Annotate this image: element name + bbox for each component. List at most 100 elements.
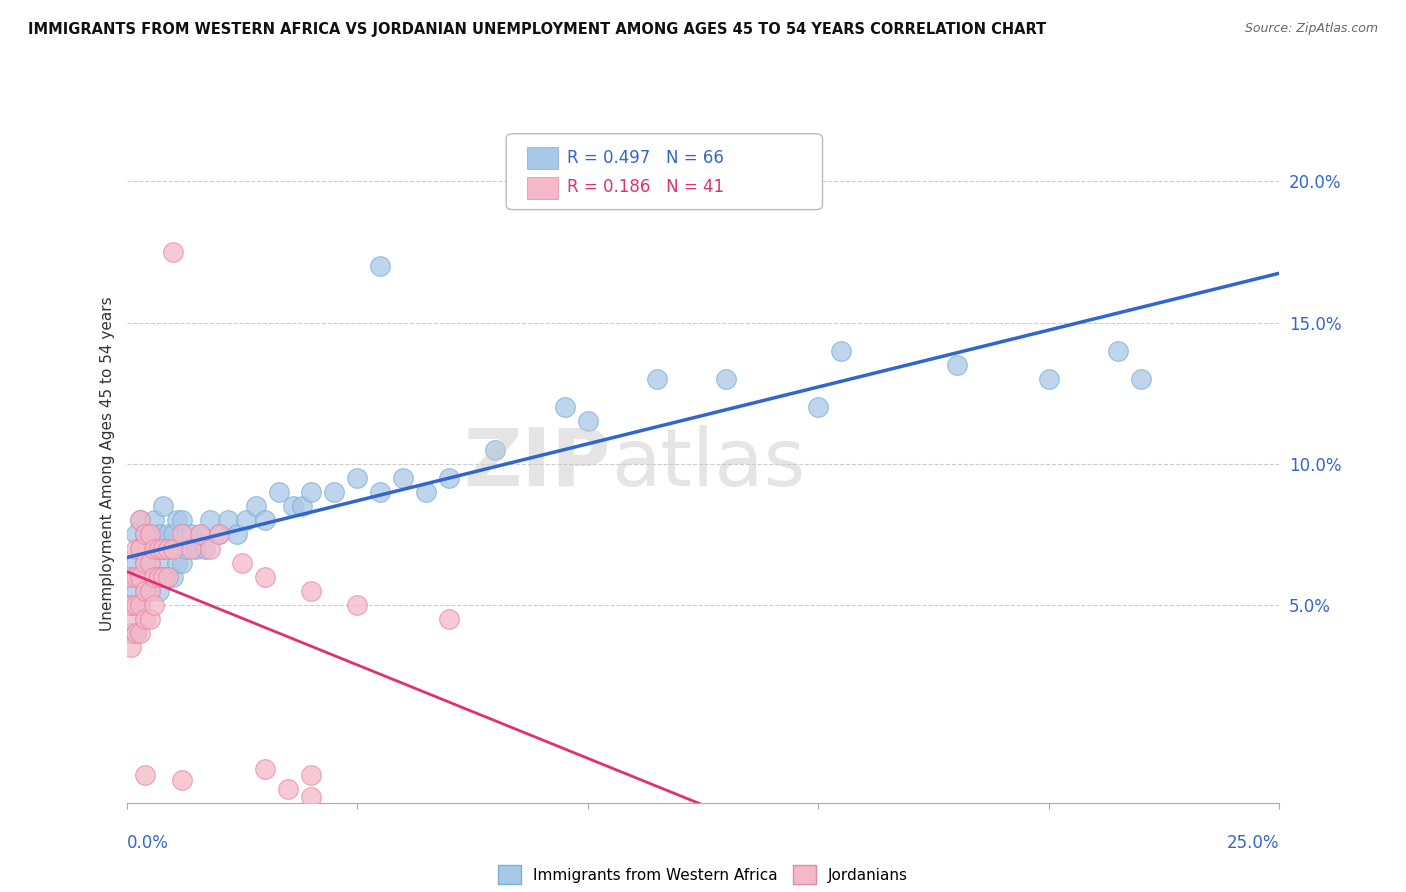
Point (143, 513, 166, 527)
Point (129, 570, 152, 584)
Point (439, 471, 461, 485)
Text: IMMIGRANTS FROM WESTERN AFRICA VS JORDANIAN UNEMPLOYMENT AMONG AGES 45 TO 54 YEA: IMMIGRANTS FROM WESTERN AFRICA VS JORDAN… (28, 22, 1046, 37)
Point (157, 570, 180, 584)
Point (180, 527, 202, 541)
Text: 25.0%: 25.0% (1227, 834, 1279, 852)
Point (157, 541, 180, 556)
Point (143, 541, 166, 556)
Point (170, 773, 193, 788)
Point (392, 471, 415, 485)
Point (346, 471, 368, 485)
Point (125, 598, 148, 612)
Point (148, 541, 170, 556)
Point (162, 570, 184, 584)
Point (162, 245, 184, 260)
Point (152, 541, 174, 556)
Point (125, 584, 148, 599)
Point (299, 790, 322, 805)
Point (184, 541, 207, 556)
Point (138, 527, 160, 541)
Point (170, 556, 193, 570)
Point (129, 541, 152, 556)
Point (129, 570, 152, 584)
Legend: Immigrants from Western Africa, Jordanians: Immigrants from Western Africa, Jordania… (492, 859, 914, 890)
Point (129, 598, 152, 612)
Point (143, 570, 166, 584)
Point (134, 584, 156, 599)
Point (217, 513, 239, 527)
Point (152, 570, 174, 584)
Point (143, 570, 166, 584)
Point (157, 570, 180, 584)
Point (120, 612, 142, 626)
Point (299, 485, 322, 500)
Point (253, 570, 276, 584)
Point (157, 527, 180, 541)
Point (129, 541, 152, 556)
Point (134, 612, 156, 626)
Point (188, 527, 211, 541)
Text: ZIP: ZIP (464, 425, 610, 503)
Point (170, 513, 193, 527)
Point (291, 500, 314, 514)
Point (281, 500, 304, 514)
Point (170, 527, 193, 541)
Point (194, 541, 217, 556)
Point (554, 401, 576, 415)
Point (138, 556, 160, 570)
Point (245, 500, 267, 514)
Point (120, 626, 142, 640)
Point (129, 626, 152, 640)
Point (807, 401, 830, 415)
Point (120, 598, 142, 612)
Point (162, 527, 184, 541)
Text: R = 0.186   N = 41: R = 0.186 N = 41 (567, 178, 724, 196)
Point (415, 485, 437, 500)
Point (368, 259, 391, 273)
Point (945, 358, 967, 372)
Point (134, 527, 156, 541)
Point (267, 485, 290, 500)
Text: R = 0.497   N = 66: R = 0.497 N = 66 (567, 149, 724, 167)
Point (188, 527, 211, 541)
Point (645, 372, 668, 386)
Point (148, 527, 170, 541)
Point (439, 612, 461, 626)
Point (138, 584, 160, 599)
Point (299, 584, 322, 599)
Point (134, 527, 156, 541)
Point (148, 570, 170, 584)
Point (125, 541, 148, 556)
Point (484, 442, 506, 457)
Y-axis label: Unemployment Among Ages 45 to 54 years: Unemployment Among Ages 45 to 54 years (100, 296, 115, 632)
Point (148, 584, 170, 599)
Point (120, 570, 142, 584)
Point (714, 372, 737, 386)
Point (138, 612, 160, 626)
Point (120, 570, 142, 584)
Point (152, 570, 174, 584)
Point (134, 556, 156, 570)
Point (198, 541, 221, 556)
Point (134, 556, 156, 570)
Point (226, 527, 249, 541)
Point (1130, 372, 1153, 386)
Point (323, 485, 346, 500)
Point (180, 541, 202, 556)
Point (253, 513, 276, 527)
Point (231, 556, 253, 570)
Point (208, 527, 231, 541)
Text: atlas: atlas (610, 425, 806, 503)
Point (138, 527, 160, 541)
Point (162, 541, 184, 556)
Point (576, 415, 599, 429)
Text: 0.0%: 0.0% (127, 834, 169, 852)
Point (129, 513, 152, 527)
Point (129, 598, 152, 612)
Text: Source: ZipAtlas.com: Source: ZipAtlas.com (1244, 22, 1378, 36)
Point (235, 513, 257, 527)
Point (138, 556, 160, 570)
Point (198, 513, 221, 527)
Point (125, 570, 148, 584)
Point (148, 556, 170, 570)
